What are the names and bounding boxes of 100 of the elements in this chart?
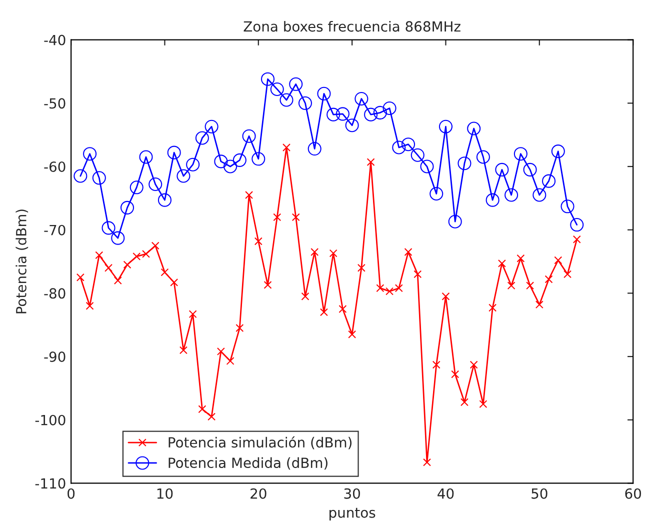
- point: [226, 356, 234, 365]
- point: [373, 106, 387, 120]
- point: [148, 177, 162, 192]
- point: [151, 242, 160, 250]
- point: [254, 237, 262, 246]
- point: [208, 412, 216, 421]
- point: [132, 252, 141, 260]
- point: [392, 140, 406, 154]
- point: [430, 186, 444, 201]
- point: [458, 156, 472, 170]
- y-tick-label: -100: [35, 414, 66, 426]
- point: [504, 188, 518, 202]
- point: [438, 120, 453, 134]
- point: [467, 122, 481, 136]
- point: [560, 200, 574, 214]
- point: [488, 304, 497, 312]
- point: [242, 129, 256, 143]
- point: [523, 162, 537, 176]
- point: [551, 144, 565, 158]
- point: [188, 310, 197, 318]
- point: [404, 248, 412, 256]
- point: [92, 171, 106, 185]
- point: [376, 284, 384, 292]
- point: [83, 147, 97, 161]
- point: [432, 360, 440, 369]
- point: [526, 282, 534, 290]
- y-tick-label: -70: [44, 224, 66, 236]
- point: [158, 193, 172, 207]
- point: [570, 218, 584, 232]
- point: [554, 256, 562, 264]
- x-axis-title: puntos: [330, 508, 376, 521]
- y-tick-label: -90: [44, 351, 66, 362]
- point: [252, 152, 266, 166]
- point: [320, 308, 328, 316]
- point: [345, 118, 359, 132]
- point: [224, 160, 238, 174]
- point: [216, 347, 225, 356]
- x-tick-label: 40: [438, 488, 454, 499]
- point: [442, 292, 450, 300]
- y-tick-label: -40: [44, 34, 66, 46]
- point: [386, 287, 394, 296]
- point: [308, 142, 322, 156]
- point: [336, 107, 350, 121]
- point: [495, 162, 509, 176]
- point: [142, 250, 150, 258]
- point: [535, 300, 544, 309]
- x-tick-label: 60: [625, 488, 641, 499]
- point: [214, 154, 228, 168]
- point: [414, 270, 422, 278]
- point: [160, 268, 169, 276]
- point: [420, 160, 434, 174]
- point: [354, 92, 368, 106]
- point: [402, 138, 416, 152]
- point: [423, 458, 431, 466]
- point: [114, 276, 122, 285]
- point: [130, 180, 144, 194]
- y-tick-label: -50: [44, 98, 66, 109]
- point: [139, 150, 153, 164]
- point: [364, 108, 378, 122]
- point: [448, 214, 462, 228]
- point: [289, 77, 303, 91]
- y-tick-label: -80: [44, 288, 66, 299]
- point: [301, 292, 310, 300]
- point: [195, 131, 209, 145]
- x-tick-label: 30: [344, 488, 360, 499]
- point: [460, 398, 468, 406]
- point: [476, 150, 490, 164]
- point: [179, 346, 188, 354]
- point: [516, 254, 525, 262]
- point: [86, 302, 94, 310]
- point: [486, 193, 500, 207]
- point: [338, 305, 347, 314]
- point: [198, 405, 206, 414]
- point: [111, 231, 125, 245]
- chart-title: Zona boxes frecuencia 868MHz: [244, 20, 460, 32]
- point: [282, 144, 290, 152]
- point: [245, 191, 254, 199]
- point: [123, 260, 132, 269]
- x-tick-label: 20: [250, 488, 266, 499]
- point: [514, 147, 528, 161]
- point: [232, 153, 246, 167]
- legend-label: Potencia Medida (dBm): [168, 457, 328, 470]
- point: [95, 251, 104, 260]
- point: [326, 108, 340, 122]
- point: [410, 148, 424, 162]
- point: [260, 72, 275, 86]
- point: [167, 146, 181, 160]
- point: [298, 96, 312, 110]
- y-tick-label: -60: [44, 161, 66, 172]
- point: [329, 249, 338, 258]
- point: [102, 221, 116, 235]
- point: [348, 330, 356, 338]
- point: [366, 158, 375, 166]
- point: [104, 264, 113, 272]
- point: [394, 284, 403, 292]
- x-tick-label: 50: [532, 488, 548, 499]
- point: [120, 200, 134, 214]
- point: [479, 400, 488, 408]
- point: [264, 280, 272, 289]
- point: [357, 264, 366, 272]
